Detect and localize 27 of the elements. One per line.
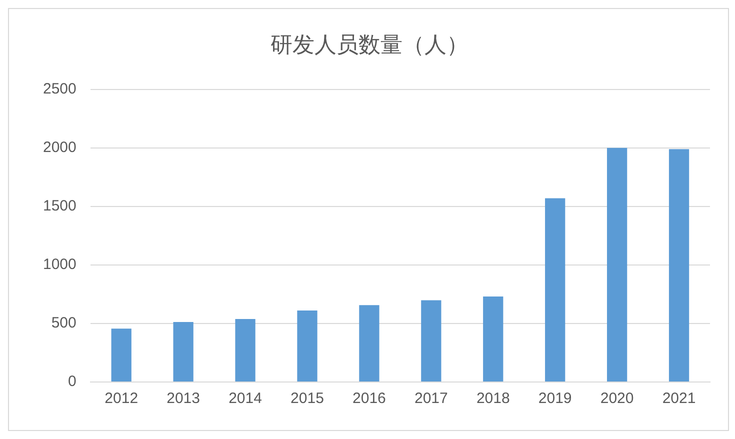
y-tick-label: 2500 — [42, 80, 76, 98]
x-tick-label: 2017 — [414, 390, 448, 408]
bar — [545, 198, 566, 382]
x-tick-label: 2013 — [166, 390, 200, 408]
x-tick-label: 2021 — [662, 390, 696, 408]
y-tick-label: 1500 — [42, 198, 76, 215]
bar — [111, 328, 132, 382]
y-tick-label: 0 — [68, 373, 76, 390]
x-tick-label: 2015 — [290, 390, 324, 408]
x-tick-label: 2014 — [228, 390, 262, 408]
y-tick-label: 2000 — [42, 139, 76, 156]
y-tick-label: 1000 — [42, 256, 76, 274]
x-tick-label: 2020 — [600, 390, 634, 408]
bar — [173, 322, 194, 382]
chart-title: 研发人员数量（人） — [270, 32, 468, 58]
x-tick-label: 2012 — [104, 390, 138, 408]
bar — [235, 319, 256, 382]
bar — [359, 305, 380, 382]
bar — [606, 148, 628, 382]
x-tick-label: 2016 — [352, 390, 386, 408]
bar — [483, 296, 504, 382]
bar — [421, 300, 442, 382]
bar — [297, 310, 318, 382]
bar — [668, 149, 690, 382]
x-tick-label: 2019 — [538, 390, 572, 408]
y-tick-label: 500 — [51, 314, 76, 332]
x-tick-label: 2018 — [476, 390, 510, 408]
